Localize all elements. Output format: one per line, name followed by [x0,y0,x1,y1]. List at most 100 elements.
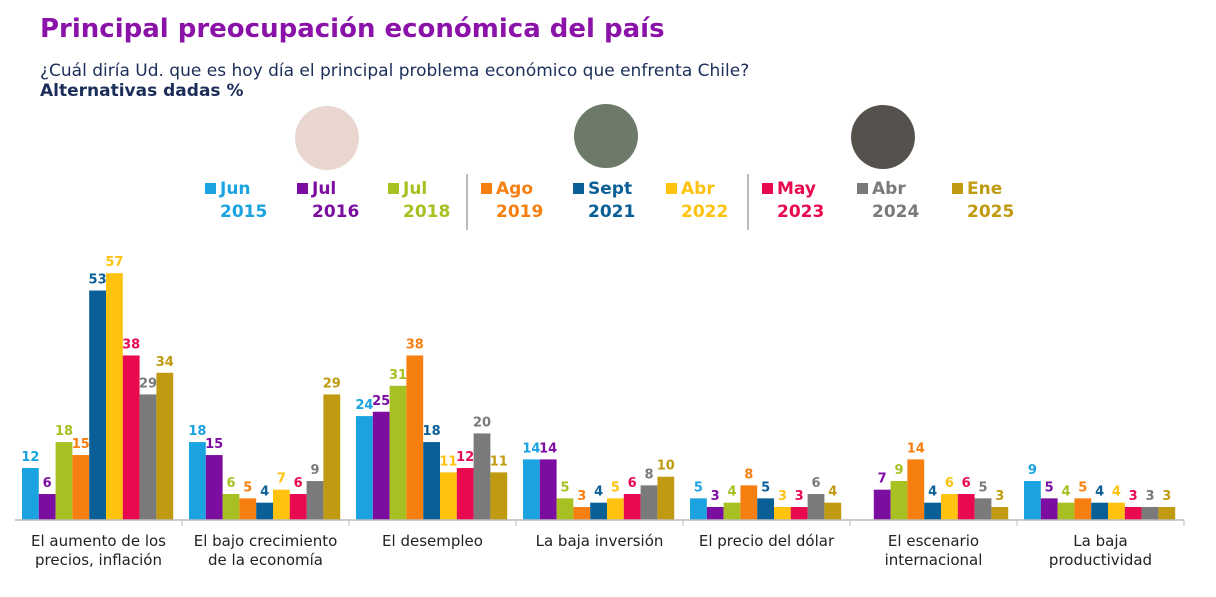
x-tick-label: La baja productividad [1048,532,1153,569]
legend-label: Abr 2024 [872,179,920,222]
value-label: 3 [795,489,804,504]
value-label: 4 [828,485,837,500]
value-label: 5 [611,480,620,495]
bar [907,459,925,520]
bar [824,502,842,520]
legend-item: Sept 2021 [573,178,638,224]
bar [38,494,56,520]
note: Alternativas dadas % [40,81,244,101]
legend-label: Ago 2019 [496,179,544,222]
legend-swatch [857,183,868,194]
bar [723,502,741,520]
legend-label: Sept 2021 [588,179,636,222]
bar [1024,481,1041,520]
value-label: 6 [43,476,52,491]
value-label: 6 [962,476,971,491]
x-tick-label: La baja inversión [535,532,664,550]
value-label: 6 [811,476,820,491]
value-label: 14 [907,441,925,456]
bar [957,494,975,520]
value-label: 7 [878,472,887,487]
legend-item: May 2023 [762,178,827,224]
bar [873,489,891,520]
bar [122,355,140,520]
value-label: 8 [644,467,653,482]
bar [757,498,774,520]
value-label: 6 [945,476,954,491]
bar [473,433,491,520]
value-label: 8 [744,467,753,482]
bar [740,485,758,520]
value-label: 15 [205,437,223,452]
value-label: 4 [928,485,937,500]
legend-swatch [573,183,584,194]
bar [1158,507,1176,520]
value-label: 12 [456,450,474,465]
bar [790,507,808,520]
bar [406,355,424,520]
photo [295,106,359,170]
subtitle: ¿Cuál diría Ud. que es hoy día el princi… [40,61,750,81]
bar [490,472,508,520]
value-label: 3 [995,489,1004,504]
legend-swatch [205,183,216,194]
value-label: 4 [1061,485,1070,500]
bar [423,442,440,520]
bar [1091,502,1108,520]
value-label: 3 [1162,489,1171,504]
photo [574,104,638,168]
bar [1074,498,1092,520]
bar [205,455,223,520]
value-label: 7 [277,472,286,487]
value-label: 5 [560,480,569,495]
legend-label: Abr 2022 [681,179,729,222]
x-tick-label: El escenario internacional [884,532,983,569]
bar [974,498,992,520]
value-label: 29 [323,376,341,391]
bar [1057,502,1075,520]
value-label: 57 [105,255,123,270]
bar [1040,498,1058,520]
value-label: 4 [727,485,736,500]
x-tick-label: El aumento de los precios, inflación [31,532,166,569]
value-label: 6 [226,476,235,491]
bar [323,394,341,520]
legend-swatch [481,183,492,194]
value-label: 5 [243,480,252,495]
bar [139,394,157,520]
legend-label: Jul 2016 [312,179,360,222]
value-label: 10 [657,459,675,474]
bar [189,442,206,520]
bar [941,494,958,520]
value-label: 9 [1028,463,1037,478]
value-label: 29 [139,376,157,391]
bar [156,372,174,520]
x-tick-label: El precio del dólar [698,532,835,550]
value-label: 4 [1095,485,1104,500]
value-label: 11 [490,454,508,469]
value-label: 5 [978,480,987,495]
bar [273,489,290,520]
value-label: 12 [21,450,39,465]
x-tick-label: El bajo crecimiento de la economía [193,532,338,569]
legend-item: Jul 2018 [388,178,453,224]
legend-swatch [388,183,399,194]
value-label: 24 [355,398,373,413]
value-label: 15 [72,437,90,452]
bar [440,472,457,520]
bar [807,494,825,520]
value-label: 31 [389,368,407,383]
bar [623,494,641,520]
bar [106,273,123,520]
bar [72,455,90,520]
bar [607,498,624,520]
legend-item: Jun 2015 [205,178,270,224]
bar [539,459,557,520]
value-label: 6 [628,476,637,491]
value-label: 18 [55,424,73,439]
bar [590,502,607,520]
bar [256,502,273,520]
bar [89,290,106,520]
